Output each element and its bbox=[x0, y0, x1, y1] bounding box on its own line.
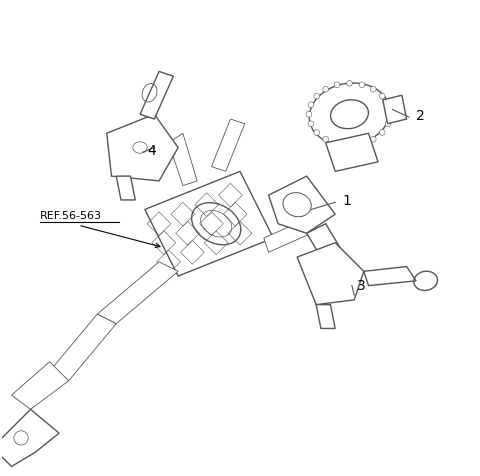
Polygon shape bbox=[364, 267, 416, 286]
Polygon shape bbox=[49, 314, 116, 381]
Polygon shape bbox=[97, 262, 178, 324]
Polygon shape bbox=[316, 305, 335, 328]
Polygon shape bbox=[264, 219, 312, 252]
Polygon shape bbox=[107, 114, 178, 181]
Polygon shape bbox=[211, 119, 245, 171]
Ellipse shape bbox=[371, 137, 376, 142]
Ellipse shape bbox=[387, 111, 393, 117]
Ellipse shape bbox=[379, 93, 385, 99]
Text: 1: 1 bbox=[342, 194, 351, 208]
Polygon shape bbox=[145, 171, 273, 276]
Ellipse shape bbox=[385, 121, 391, 127]
Polygon shape bbox=[307, 224, 340, 257]
Ellipse shape bbox=[379, 129, 385, 135]
Ellipse shape bbox=[371, 86, 376, 92]
Text: 3: 3 bbox=[357, 278, 365, 293]
Ellipse shape bbox=[347, 80, 352, 86]
Ellipse shape bbox=[323, 86, 328, 92]
Polygon shape bbox=[168, 133, 197, 186]
Polygon shape bbox=[269, 176, 335, 233]
Polygon shape bbox=[0, 409, 59, 466]
Ellipse shape bbox=[323, 137, 328, 142]
Text: 4: 4 bbox=[147, 144, 156, 159]
Ellipse shape bbox=[385, 102, 391, 108]
Polygon shape bbox=[140, 71, 173, 119]
Polygon shape bbox=[116, 176, 135, 200]
Ellipse shape bbox=[308, 121, 314, 127]
Ellipse shape bbox=[359, 82, 365, 88]
Ellipse shape bbox=[359, 141, 365, 147]
Ellipse shape bbox=[314, 129, 320, 135]
Ellipse shape bbox=[334, 141, 340, 147]
Polygon shape bbox=[383, 95, 407, 124]
Ellipse shape bbox=[334, 82, 340, 88]
Ellipse shape bbox=[306, 111, 312, 117]
Polygon shape bbox=[325, 133, 378, 171]
Text: 2: 2 bbox=[416, 109, 425, 123]
Polygon shape bbox=[297, 243, 364, 305]
Text: REF.56-563: REF.56-563 bbox=[40, 211, 102, 221]
Ellipse shape bbox=[347, 142, 352, 148]
Ellipse shape bbox=[314, 93, 320, 99]
Polygon shape bbox=[12, 362, 69, 409]
Ellipse shape bbox=[308, 102, 314, 108]
